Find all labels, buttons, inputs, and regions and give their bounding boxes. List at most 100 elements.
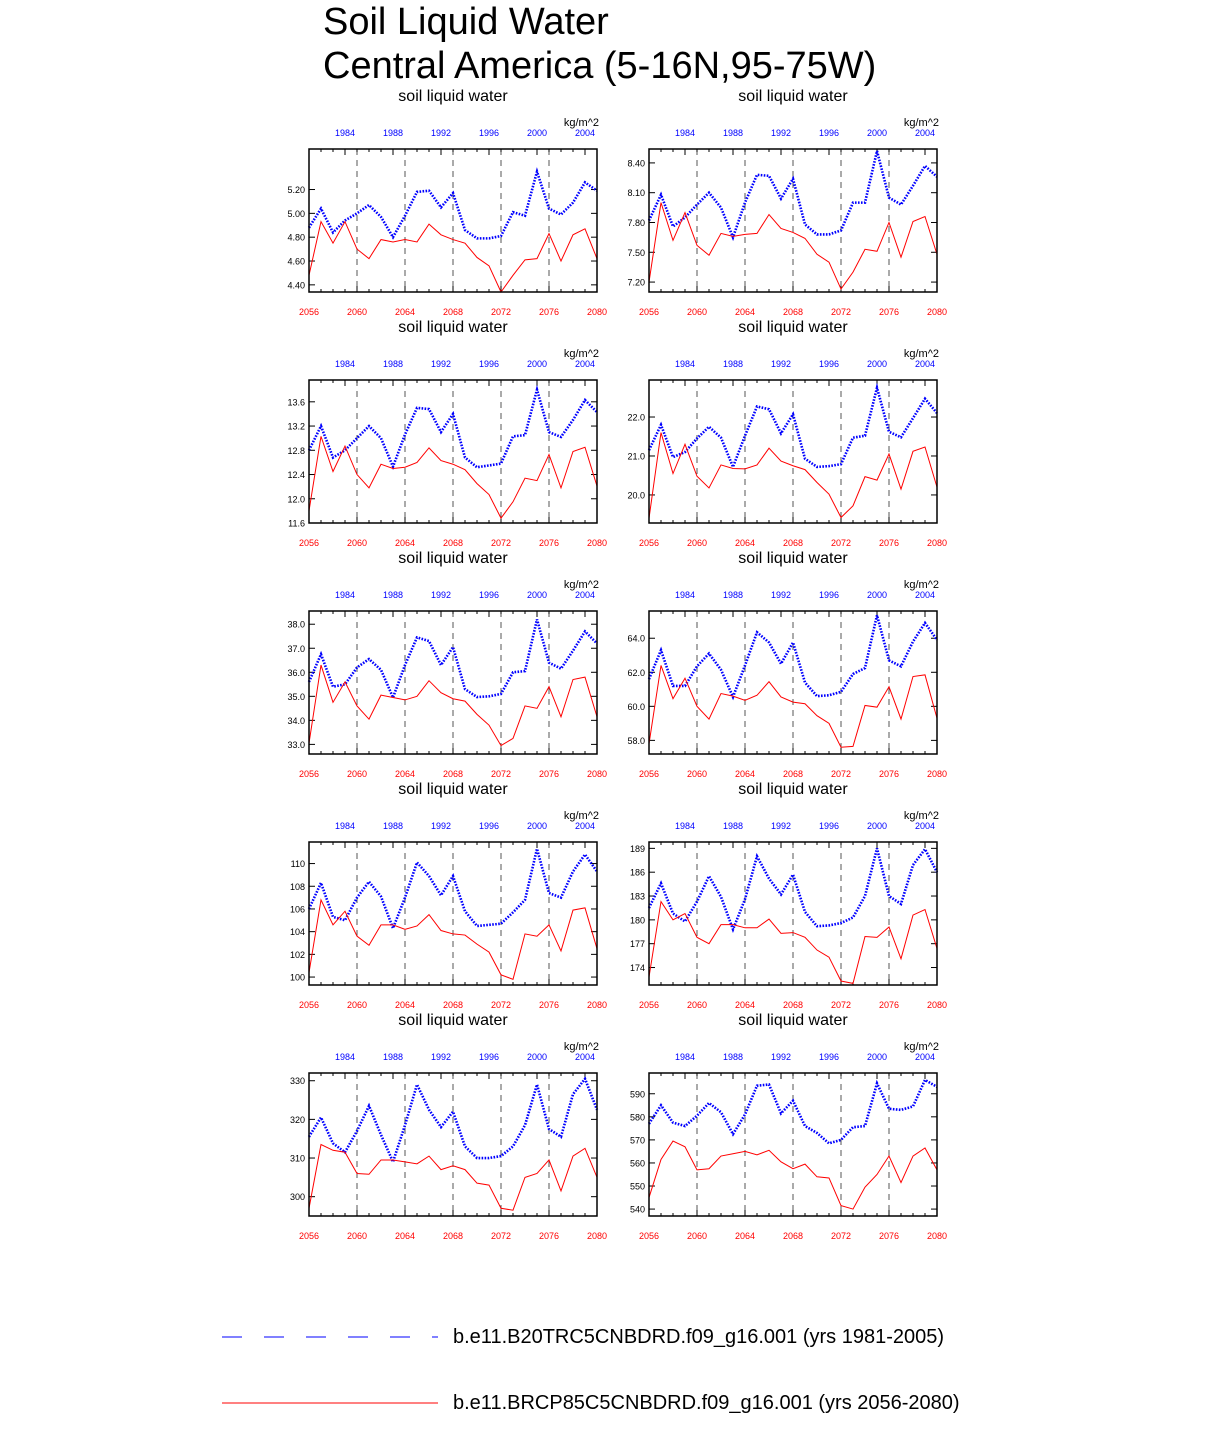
legend-swatches	[222, 1336, 438, 1404]
x-tick-label-bottom: 2072	[491, 538, 511, 548]
panel-3: soil liquid water kg/m^2 2056 2060 2064 2068 2…	[280, 315, 610, 548]
x-tick-label-top: 1984	[675, 359, 695, 369]
y-tick-label: 330	[290, 1076, 305, 1086]
y-tick-label: 13.6	[287, 397, 305, 407]
x-tick-label-bottom: 2080	[927, 1231, 947, 1241]
x-tick-label-top: 1984	[675, 821, 695, 831]
x-tick-label-top: 2000	[867, 359, 887, 369]
units-label: kg/m^2	[564, 810, 599, 822]
panel-7-plot: soil liquid water kg/m^2 2056 2060 2064 2068 2…	[290, 781, 607, 1010]
x-tick-label-top: 2000	[867, 1052, 887, 1062]
y-tick-label: 540	[630, 1205, 645, 1215]
units-label: kg/m^2	[564, 579, 599, 591]
x-tick-label-bottom: 2076	[539, 307, 559, 317]
figure-title-line-2: Central America (5-16N,95-75W)	[323, 45, 877, 87]
y-tick-label: 5.20	[287, 185, 305, 195]
units-label: kg/m^2	[564, 348, 599, 360]
x-tick-label-top: 1988	[723, 1052, 743, 1062]
x-tick-label-bottom: 2068	[443, 1000, 463, 1010]
x-tick-label-top: 2004	[915, 128, 935, 138]
x-tick-label-bottom: 2080	[927, 769, 947, 779]
panel-9: soil liquid water kg/m^2 2056 2060 2064 2068 2…	[280, 1008, 610, 1241]
x-tick-label-bottom: 2056	[639, 538, 659, 548]
x-tick-label-bottom: 2056	[299, 1000, 319, 1010]
x-tick-label-bottom: 2072	[491, 1231, 511, 1241]
plot-frame	[308, 379, 598, 524]
x-tick-label-bottom: 2080	[587, 1231, 607, 1241]
x-tick-label-bottom: 2056	[639, 1231, 659, 1241]
x-tick-label-bottom: 2064	[735, 1000, 755, 1010]
x-tick-label-bottom: 2064	[395, 1231, 415, 1241]
series-line-hist	[307, 848, 599, 932]
x-tick-label-bottom: 2064	[395, 307, 415, 317]
series-line-future	[648, 900, 938, 984]
y-tick-label: 64.0	[627, 634, 645, 644]
panel-7: soil liquid water kg/m^2 2056 2060 2064 2068 2…	[280, 777, 610, 1010]
x-tick-label-bottom: 2060	[347, 538, 367, 548]
x-tick-label-bottom: 2060	[687, 769, 707, 779]
series-line-hist	[307, 167, 598, 240]
x-tick-label-bottom: 2076	[539, 1000, 559, 1010]
x-tick-label-top: 1996	[479, 821, 499, 831]
x-tick-label-top: 1992	[771, 128, 791, 138]
x-tick-label-top: 1992	[431, 359, 451, 369]
plot-frame	[648, 379, 938, 524]
panel-1: soil liquid water kg/m^2 2056 2060 2064 2068 2…	[280, 84, 610, 317]
legend-label-future: b.e11.BRCP85C5CNBDRD.f09_g16.001 (yrs 20…	[453, 1392, 960, 1414]
y-tick-label: 12.8	[287, 446, 305, 456]
x-tick-label-top: 1988	[383, 821, 403, 831]
x-tick-label-top: 2000	[527, 128, 547, 138]
x-tick-label-top: 1992	[431, 128, 451, 138]
x-tick-label-bottom: 2056	[299, 1231, 319, 1241]
y-tick-label: 100	[290, 973, 305, 983]
series-line-hist	[647, 846, 939, 934]
x-tick-label-top: 2000	[867, 128, 887, 138]
x-tick-label-bottom: 2068	[783, 538, 803, 548]
units-label: kg/m^2	[904, 810, 939, 822]
x-tick-label-bottom: 2064	[735, 538, 755, 548]
x-tick-label-top: 2004	[575, 590, 595, 600]
panel-title: soil liquid water	[398, 550, 508, 567]
x-tick-label-top: 1992	[771, 1052, 791, 1062]
panel-4: soil liquid water kg/m^2 2056 2060 2064 2068 2…	[620, 315, 950, 548]
units-label: kg/m^2	[904, 1041, 939, 1053]
y-tick-label: 8.40	[627, 158, 645, 168]
panel-title: soil liquid water	[738, 550, 848, 567]
x-tick-label-bottom: 2076	[879, 1000, 899, 1010]
x-tick-label-bottom: 2080	[587, 769, 607, 779]
x-tick-label-bottom: 2080	[587, 1000, 607, 1010]
x-tick-label-bottom: 2068	[783, 1000, 803, 1010]
y-tick-label: 5.00	[287, 209, 305, 219]
series-line-future	[648, 432, 938, 519]
panel-title: soil liquid water	[398, 1012, 508, 1029]
x-tick-label-bottom: 2060	[347, 307, 367, 317]
x-tick-label-bottom: 2060	[347, 1231, 367, 1241]
y-tick-label: 36.0	[287, 668, 305, 678]
y-tick-label: 186	[630, 868, 645, 878]
x-tick-label-bottom: 2060	[347, 769, 367, 779]
x-tick-label-bottom: 2072	[831, 1000, 851, 1010]
x-tick-label-bottom: 2072	[831, 538, 851, 548]
x-tick-label-top: 1996	[819, 128, 839, 138]
y-tick-label: 102	[290, 950, 305, 960]
x-tick-label-top: 1988	[383, 590, 403, 600]
x-tick-label-top: 2004	[575, 128, 595, 138]
x-tick-label-bottom: 2080	[927, 538, 947, 548]
x-tick-label-top: 1996	[479, 590, 499, 600]
panel-8-plot: soil liquid water kg/m^2 2056 2060 2064 2068 2…	[630, 781, 947, 1010]
x-tick-label-bottom: 2064	[735, 1231, 755, 1241]
x-tick-label-bottom: 2080	[587, 307, 607, 317]
y-tick-label: 106	[290, 904, 305, 914]
y-tick-label: 310	[290, 1154, 305, 1164]
x-tick-label-bottom: 2060	[687, 307, 707, 317]
x-tick-label-bottom: 2064	[395, 769, 415, 779]
units-label: kg/m^2	[564, 1041, 599, 1053]
x-tick-label-top: 1992	[431, 590, 451, 600]
x-tick-label-top: 1984	[335, 821, 355, 831]
series-line-future	[308, 220, 598, 293]
panel-10: soil liquid water kg/m^2 2056 2060 2064 2068 2…	[620, 1008, 950, 1241]
x-tick-label-bottom: 2080	[587, 538, 607, 548]
x-tick-label-bottom: 2056	[639, 769, 659, 779]
units-label: kg/m^2	[904, 579, 939, 591]
x-tick-label-bottom: 2076	[539, 538, 559, 548]
